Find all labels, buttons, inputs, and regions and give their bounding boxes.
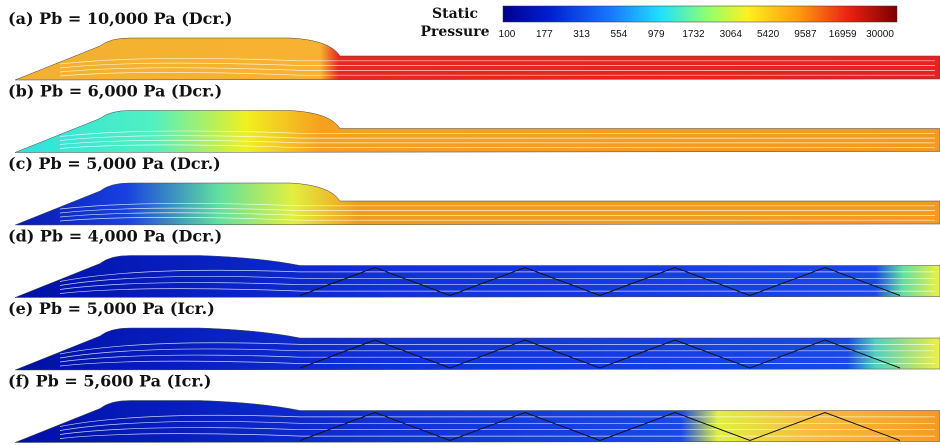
colorbar-label: 100: [499, 29, 516, 40]
colorbar-label: 5420: [757, 29, 780, 40]
panel-label: (d) Pb = 4,000 Pa (Dcr.): [8, 227, 222, 246]
colorbar-label: 3064: [720, 29, 743, 40]
colorbar-title: Pressure: [420, 24, 489, 40]
panel-label: (a) Pb = 10,000 Pa (Dcr.): [8, 9, 232, 28]
panel-label: (b) Pb = 6,000 Pa (Dcr.): [8, 82, 222, 101]
colorbar-label: 30000: [866, 29, 894, 40]
colorbar-label: 554: [611, 29, 628, 40]
colorbar-label: 1732: [682, 29, 705, 40]
panel-label: (f) Pb = 5,600 Pa (Icr.): [8, 372, 211, 391]
figure: Static Pressure 100 177 313 554 979 1732 3064 542…: [0, 0, 940, 445]
colorbar-label: 313: [573, 29, 590, 40]
colorbar-title: Static: [432, 6, 478, 22]
panel-label: (e) Pb = 5,000 Pa (Icr.): [8, 299, 215, 318]
colorbar-label: 177: [536, 29, 553, 40]
colorbar-label: 16959: [829, 29, 857, 40]
colorbar: [503, 6, 897, 22]
panel-label: (c) Pb = 5,000 Pa (Dcr.): [8, 154, 221, 173]
colorbar-label: 979: [648, 29, 665, 40]
colorbar-label: 9587: [794, 29, 817, 40]
